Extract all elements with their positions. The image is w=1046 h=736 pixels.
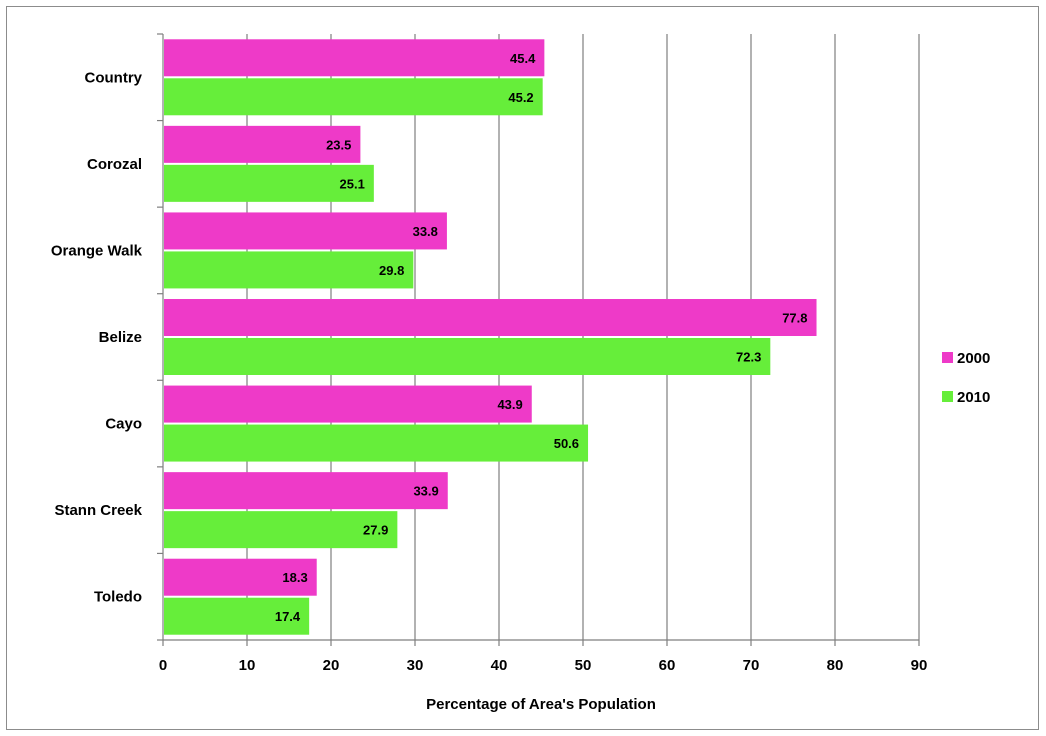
bar-2010 xyxy=(164,78,543,116)
x-tick-label: 20 xyxy=(323,657,340,674)
category-label: Corozal xyxy=(87,156,142,173)
data-label: 25.1 xyxy=(340,176,365,191)
bar-2000 xyxy=(164,558,317,596)
data-label: 18.3 xyxy=(282,570,307,585)
x-tick-label: 10 xyxy=(239,657,256,674)
bar-2000 xyxy=(164,385,532,423)
category-label: Country xyxy=(85,69,143,86)
legend-swatch-2000 xyxy=(942,352,953,363)
data-label: 72.3 xyxy=(736,350,761,365)
legend: 2000 2010 xyxy=(942,350,990,406)
x-tick-label: 50 xyxy=(575,657,592,674)
bar-2000 xyxy=(164,299,817,336)
data-label: 43.9 xyxy=(497,397,522,412)
bar-2010 xyxy=(164,424,589,462)
data-label: 17.4 xyxy=(275,609,301,624)
x-tick-label: 60 xyxy=(659,657,676,674)
data-label: 45.2 xyxy=(508,90,533,105)
bar-2000 xyxy=(164,472,448,510)
x-tick-label: 90 xyxy=(911,657,928,674)
data-label: 33.9 xyxy=(413,484,438,499)
x-tick-label: 40 xyxy=(491,657,508,674)
data-label: 27.9 xyxy=(363,523,388,538)
data-label: 23.5 xyxy=(326,137,351,152)
axes xyxy=(157,33,920,646)
bar-2010 xyxy=(164,511,398,549)
legend-label: 2010 xyxy=(957,389,990,406)
data-label: 33.8 xyxy=(413,224,438,239)
bar-2000 xyxy=(164,39,545,77)
x-tick-label: 0 xyxy=(159,657,167,674)
bar-2010 xyxy=(164,597,310,635)
data-label: 45.4 xyxy=(510,51,536,66)
x-axis-title: Percentage of Area's Population xyxy=(426,696,656,713)
legend-swatch-2010 xyxy=(942,391,953,402)
legend-label: 2000 xyxy=(957,350,990,367)
category-label: Toledo xyxy=(94,589,142,606)
data-label: 50.6 xyxy=(554,436,579,451)
category-label: Stann Creek xyxy=(54,502,142,519)
bar-2010 xyxy=(164,251,414,289)
data-label: 29.8 xyxy=(379,263,404,278)
labels: 0 10 20 30 40 50 60 70 80 90 Country 45.4 45.2 Coroza… xyxy=(51,51,927,674)
category-label: Belize xyxy=(99,329,142,346)
x-tick-label: 80 xyxy=(827,657,844,674)
data-label: 77.8 xyxy=(782,311,807,326)
bars xyxy=(164,39,817,635)
bar-2000 xyxy=(164,212,447,250)
bar-2010 xyxy=(164,164,374,202)
bar-2000 xyxy=(164,125,361,163)
x-tick-label: 70 xyxy=(743,657,760,674)
gridlines xyxy=(246,34,920,640)
bar-2010 xyxy=(164,338,771,375)
category-label: Cayo xyxy=(105,416,142,433)
category-label: Orange Walk xyxy=(51,242,143,259)
x-tick-label: 30 xyxy=(407,657,424,674)
